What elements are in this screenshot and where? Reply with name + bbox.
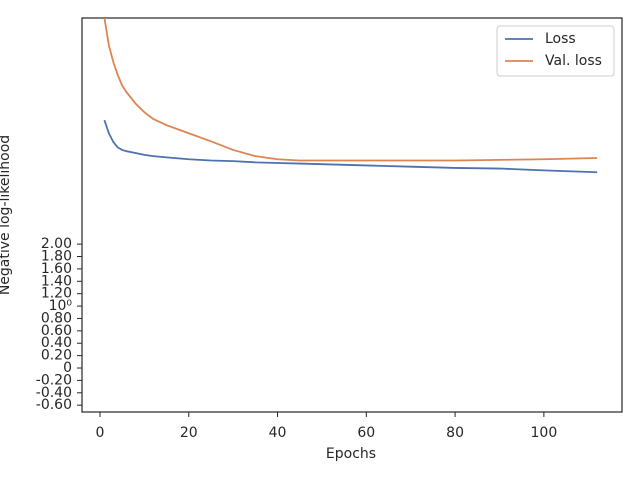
x-axis-label: Epochs bbox=[326, 446, 376, 462]
y-tick-label: 0 bbox=[63, 360, 72, 376]
y-tick-label: 2.00 bbox=[41, 236, 72, 252]
y-tick-label: -0.60 bbox=[36, 397, 72, 413]
y-axis-label: Negative log-likelihood bbox=[0, 135, 13, 295]
y-tick-label: 1.20 bbox=[41, 286, 72, 302]
x-tick-label: 100 bbox=[531, 425, 558, 441]
x-tick-label: 20 bbox=[180, 425, 198, 441]
y-tick-label: 0.60 bbox=[41, 323, 72, 339]
legend-label: Loss bbox=[545, 31, 576, 47]
series-line bbox=[103, 119, 598, 174]
y-tick-label: 0.40 bbox=[41, 335, 72, 351]
series-line bbox=[103, 17, 598, 162]
y-tick-label: -0.20 bbox=[36, 372, 72, 388]
legend-label: Val. loss bbox=[545, 53, 602, 69]
y-tick-label: 1.40 bbox=[41, 273, 72, 289]
x-tick-label: 60 bbox=[357, 425, 375, 441]
plot-frame bbox=[81, 17, 623, 413]
y-tick-label: -0.40 bbox=[36, 385, 72, 401]
y-tick-label: 10⁰ bbox=[49, 298, 73, 314]
y-tick-label: 0.80 bbox=[41, 310, 72, 326]
y-tick-label: 1.80 bbox=[41, 249, 72, 265]
x-tick-label: 40 bbox=[269, 425, 287, 441]
y-tick-label: 0.20 bbox=[41, 348, 72, 364]
x-tick-label: 80 bbox=[446, 425, 464, 441]
x-tick-label: 0 bbox=[96, 425, 105, 441]
y-tick-label: 1.60 bbox=[41, 261, 72, 277]
